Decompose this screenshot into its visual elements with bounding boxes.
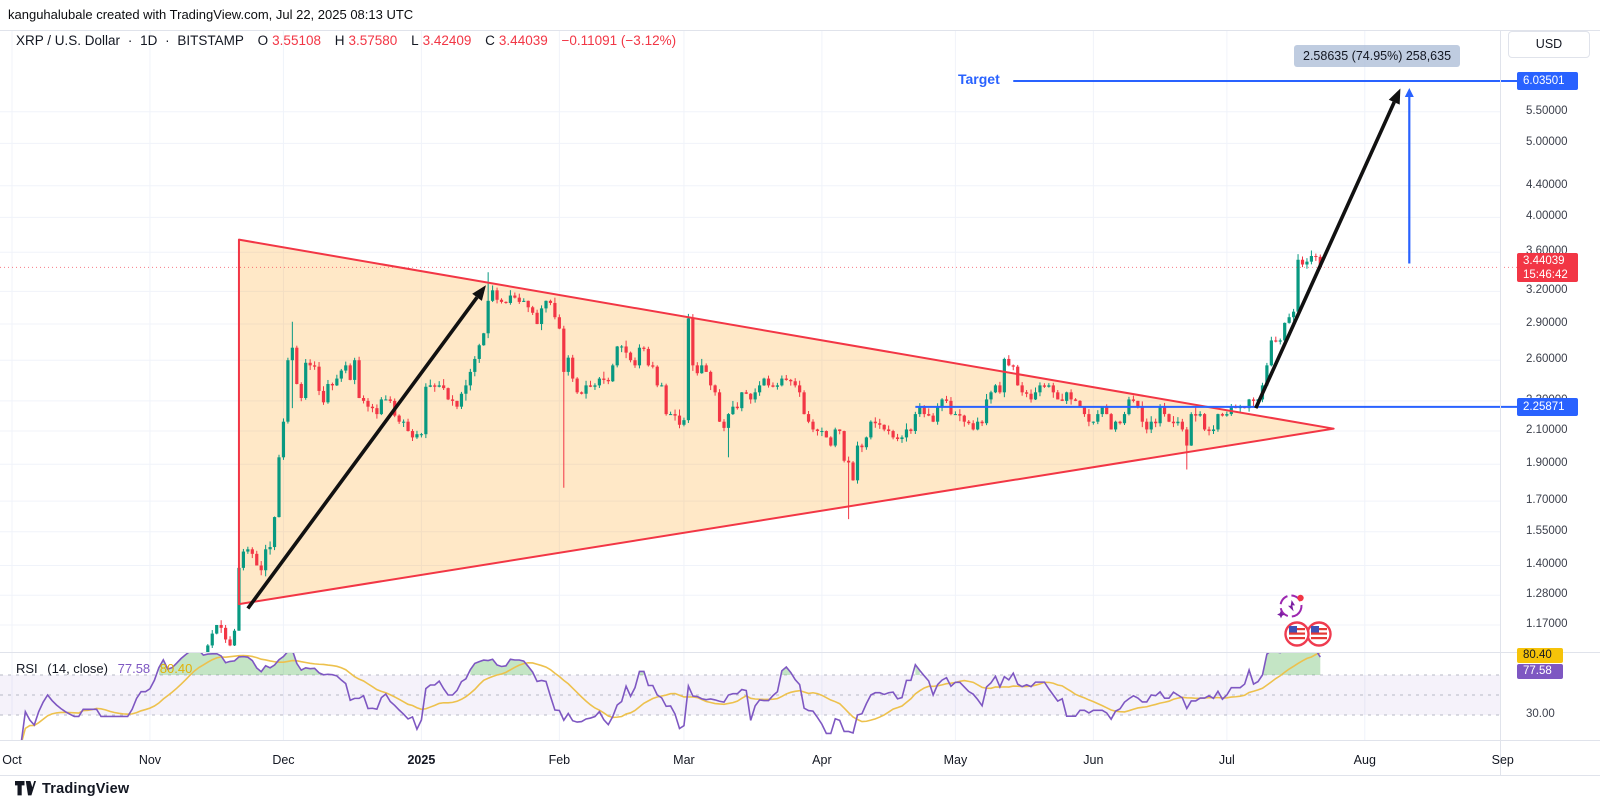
drawing-lines[interactable]: [0, 80, 1517, 408]
measure-tool-label[interactable]: 2.58635 (74.95%) 258,635: [1294, 45, 1461, 67]
candlestick-series[interactable]: [10, 250, 1322, 808]
rsi-value-badge: 77.58: [1517, 664, 1563, 679]
month-label: Aug: [1353, 753, 1376, 767]
pane-borders: [0, 30, 1600, 776]
target-annotation-label[interactable]: Target: [958, 71, 1000, 87]
open-label: O: [257, 33, 269, 48]
month-label: Feb: [548, 753, 571, 767]
exchange-label: BITSTAMP: [177, 33, 244, 48]
price-tick-label: 5.00000: [1526, 136, 1568, 149]
open-value: 3.55108: [272, 33, 321, 48]
price-tick-label: 2.60000: [1526, 353, 1568, 366]
price-tick-label: 2.90000: [1526, 317, 1568, 329]
rsi-params: (14, close): [47, 661, 108, 676]
last-price-value: 3.44039: [1523, 255, 1565, 268]
legend-separator: ·: [127, 33, 133, 48]
rsi-legend: RSI (14, close) 77.58 80.40: [16, 661, 198, 676]
triangle-pattern-outline[interactable]: [237, 238, 1335, 606]
rsi-current-value: 77.58: [117, 661, 151, 676]
bar-countdown-timer: 15:46:42: [1523, 269, 1568, 282]
event-us-flag-icons[interactable]: [1284, 621, 1332, 647]
price-tick-label: 1.90000: [1526, 457, 1568, 470]
price-tick-label: 1.28000: [1526, 588, 1568, 601]
price-tick-label: 1.70000: [1526, 494, 1568, 507]
close-value: 3.44039: [498, 33, 548, 48]
tradingview-logo-icon[interactable]: [14, 780, 36, 797]
price-tick-label: 4.00000: [1526, 210, 1568, 223]
price-tick-label: 3.20000: [1526, 284, 1568, 297]
month-label: May: [943, 753, 968, 767]
target-price-badge: 6.03501: [1517, 72, 1578, 90]
rsi-ma-badge: 80.40: [1517, 648, 1563, 663]
support-price-badge: 2.25871: [1517, 397, 1578, 416]
month-label: 2025: [407, 753, 436, 767]
price-tick-label: 2.10000: [1526, 424, 1568, 437]
attribution-bar: kanguhalubale created with TradingView.c…: [8, 0, 424, 30]
month-label: Nov: [138, 753, 162, 767]
currency-usd-button[interactable]: USD: [1508, 31, 1590, 58]
price-tick-label: 5.50000: [1526, 104, 1568, 117]
low-value: 3.42409: [422, 33, 472, 48]
event-lightning-icon[interactable]: [1277, 592, 1305, 620]
month-label: Oct: [2, 753, 22, 767]
month-label: Jun: [1083, 753, 1104, 767]
rsi-band: [0, 674, 1500, 716]
footer: TradingView: [14, 780, 129, 797]
month-label: Dec: [272, 753, 295, 767]
month-label: Sep: [1491, 753, 1514, 767]
change-value: −0.11091 (−3.12%): [561, 33, 677, 48]
trend-arrows[interactable]: [246, 88, 1414, 610]
month-label: Jul: [1218, 753, 1235, 767]
interval-label[interactable]: 1D: [140, 33, 158, 48]
brand-name: TradingView: [42, 780, 130, 797]
month-label: Mar: [673, 753, 695, 767]
high-value: 3.57580: [348, 33, 398, 48]
triangle-pattern-fill[interactable]: [238, 239, 1334, 605]
legend-separator: ·: [165, 33, 170, 48]
rsi-plot[interactable]: [20, 647, 1321, 745]
price-tick-label: 4.40000: [1526, 178, 1568, 191]
low-label: L: [411, 33, 419, 48]
rsi-oversold-label: 30.00: [1526, 708, 1555, 720]
high-label: H: [334, 33, 345, 48]
chart-legend: XRP / U.S. Dollar · 1D · BITSTAMP O 3.551…: [16, 33, 680, 48]
month-label: Apr: [812, 753, 832, 767]
gridlines: [0, 31, 1500, 740]
last-price-badge: 3.44039 15:46:42: [1517, 253, 1578, 283]
close-label: C: [485, 33, 495, 48]
price-tick-label: 1.17000: [1526, 617, 1568, 630]
symbol-title[interactable]: XRP / U.S. Dollar: [16, 33, 121, 48]
rsi-ma-current-value: 80.40: [159, 661, 193, 676]
rsi-title[interactable]: RSI: [16, 661, 38, 676]
price-tick-label: 1.40000: [1526, 558, 1568, 571]
price-tick-label: 1.55000: [1526, 524, 1568, 537]
